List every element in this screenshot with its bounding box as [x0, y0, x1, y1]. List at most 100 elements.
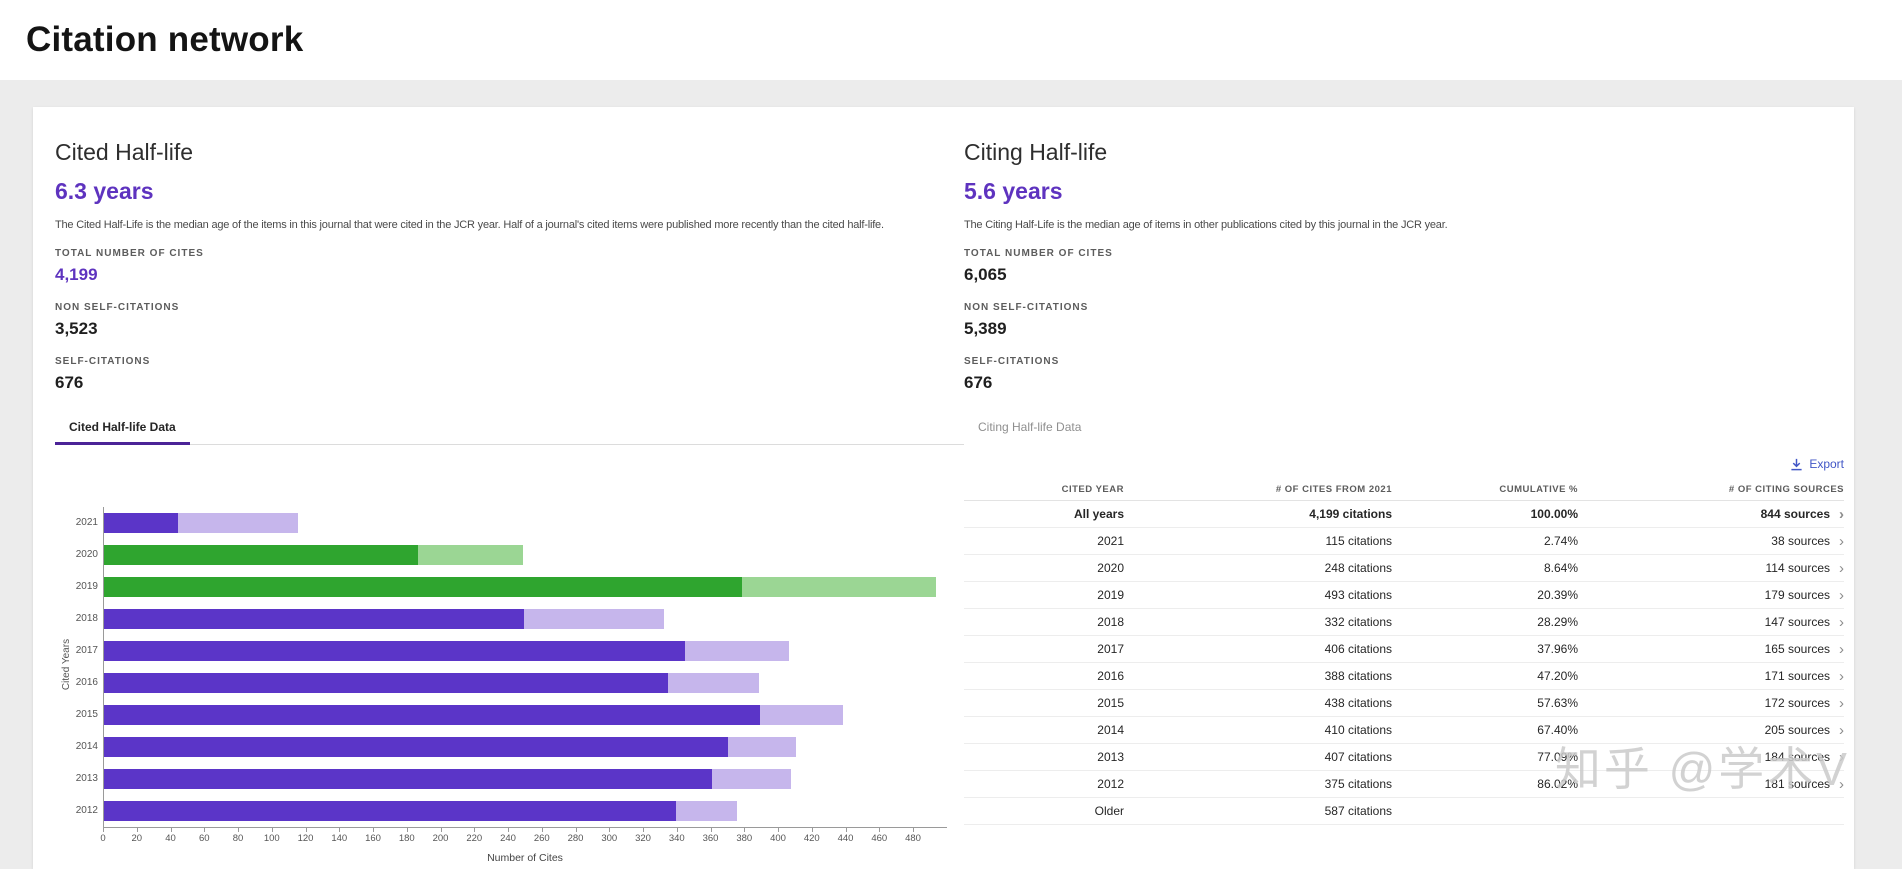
chart-x-tick-label: 40 [165, 833, 176, 844]
cell-cites: 375 citations [1324, 777, 1392, 791]
bar-segment-light [760, 705, 844, 725]
chart-x-tick-label: 440 [837, 833, 854, 844]
sources-link[interactable]: 114 sources [1765, 561, 1830, 575]
non-self-citations-label: NON SELF-CITATIONS [55, 302, 180, 313]
bar-segment-main [104, 801, 677, 821]
table-row[interactable]: 2020 248 citations 8.64% 114 sources › [964, 555, 1844, 582]
cell-cites: 4,199 citations [1309, 507, 1392, 521]
sources-link[interactable]: 172 sources [1764, 696, 1830, 710]
chart-x-tick-label: 20 [131, 833, 143, 844]
tab-citing-half-life-data[interactable]: Citing Half-life Data [978, 420, 1082, 434]
total-cites-label: TOTAL NUMBER OF CITES [964, 248, 1113, 259]
chart-tick-mark [271, 828, 273, 832]
page-header: Citation network [0, 0, 1902, 80]
bar-segment-main [104, 513, 179, 533]
cell-citing-sources: 171 sources › [1578, 669, 1844, 684]
cell-cumulative: 2.74% [1543, 534, 1578, 548]
sources-link[interactable]: 205 sources [1764, 723, 1830, 737]
chart-x-tick-label: 420 [803, 833, 820, 844]
chart-x-tick-label: 100 [263, 833, 280, 844]
chart-x-tick-label: 340 [668, 833, 685, 844]
chart-xticks: 0 20 40 60 80 100 120 140 160 180 200 220 240 260 280 3… [100, 828, 947, 846]
chart-tick-mark [845, 828, 847, 832]
content-row: Cited Years 2021 2020 2019 2018 2017 2016 2015… [55, 479, 1844, 864]
chart-tick-mark [710, 828, 712, 832]
chevron-right-icon: › [1839, 694, 1844, 712]
sources-link[interactable]: 184 sources [1764, 750, 1830, 764]
chart-tick-mark [609, 828, 611, 832]
non-self-citations-value: 3,523 [55, 319, 98, 338]
chart-x-tick-label: 360 [702, 833, 719, 844]
chart-tick-mark [440, 828, 442, 832]
table-row[interactable]: Older 587 citations [964, 798, 1844, 825]
total-cites-value[interactable]: 4,199 [55, 265, 98, 284]
chart-bar-row: 2018 [76, 603, 947, 635]
chart-x-tick-label: 0 [100, 833, 106, 844]
cited-self-citations-stat: SELF-CITATIONS 676 [55, 356, 964, 393]
chart-bar-row: 2012 [76, 795, 947, 827]
sources-link[interactable]: 844 sources [1760, 507, 1830, 521]
chart-bar-row: 2015 [76, 699, 947, 731]
col-header-citing-sources: # OF CITING SOURCES [1728, 484, 1844, 495]
sources-link[interactable]: 147 sources [1764, 615, 1830, 629]
cell-cumulative: 67.40% [1537, 723, 1578, 737]
chart-tick-mark [238, 828, 239, 832]
cell-cites: 388 citations [1324, 669, 1392, 683]
table-row[interactable]: 2021 115 citations 2.74% 38 sources › [964, 528, 1844, 555]
sources-link[interactable]: 179 sources [1764, 588, 1830, 602]
citing-tab-bar: Citing Half-life Data [964, 411, 1844, 445]
sources-link[interactable]: 171 sources [1764, 669, 1830, 683]
cell-citing-sources: 179 sources › [1578, 588, 1844, 603]
table-row[interactable]: 2017 406 citations 37.96% 165 sources › [964, 636, 1844, 663]
chart-tick-mark [305, 828, 307, 832]
table-row[interactable]: 2014 410 citations 67.40% 205 sources › [964, 717, 1844, 744]
self-citations-value: 676 [55, 373, 84, 392]
chart-year-tick-label: 2012 [75, 805, 98, 816]
cell-citing-sources: 844 sources › [1578, 507, 1844, 522]
col-header-cumulative-percent: CUMULATIVE % [1499, 484, 1578, 495]
chevron-right-icon: › [1839, 532, 1844, 550]
chevron-right-icon: › [1839, 721, 1844, 739]
sources-link[interactable]: 181 sources [1764, 777, 1830, 791]
export-button[interactable]: Export [1790, 453, 1844, 475]
bar-segment-main [104, 737, 729, 757]
chart-year-tick-label: 2016 [75, 677, 98, 688]
chart-year-tick-label: 2014 [75, 741, 98, 752]
cell-citing-sources: 205 sources › [1578, 723, 1844, 738]
table-row[interactable]: 2013 407 citations 77.09% 184 sources › [964, 744, 1844, 771]
bar-segment-main [104, 609, 525, 629]
table-row[interactable]: 2012 375 citations 86.02% 181 sources › [964, 771, 1844, 798]
cell-cites: 115 citations [1325, 534, 1393, 548]
bar-segment-main [104, 769, 712, 789]
page-title: Citation network [26, 20, 304, 59]
table-row[interactable]: 2019 493 citations 20.39% 179 sources › [964, 582, 1844, 609]
table-row[interactable]: All years 4,199 citations 100.00% 844 sourc… [964, 501, 1844, 528]
chart-tick-mark [913, 828, 914, 832]
citing-non-self-citations-stat: NON SELF-CITATIONS 5,389 [964, 302, 1844, 339]
cell-cited-year: Older [1094, 804, 1124, 818]
chart-tick-mark [103, 828, 104, 832]
chart-plot: 2021 2020 2019 2018 2017 2016 2015 2014 2013 2012 [76, 507, 947, 828]
tab-cited-half-life-data[interactable]: Cited Half-life Data [55, 411, 190, 445]
bar-segment-main [104, 673, 668, 693]
chevron-right-icon: › [1839, 667, 1844, 685]
export-row: Export [55, 453, 1844, 475]
col-header-cited-year: CITED YEAR [1061, 484, 1124, 495]
cell-cumulative: 37.96% [1537, 642, 1578, 656]
sources-link[interactable]: 165 sources [1764, 642, 1830, 656]
bar-segment-main [104, 577, 742, 597]
citing-self-citations-stat: SELF-CITATIONS 676 [964, 356, 1844, 393]
cell-cited-year: 2013 [1097, 750, 1124, 764]
table-row[interactable]: 2015 438 citations 57.63% 172 sources › [964, 690, 1844, 717]
chart-bar-row: 2013 [76, 763, 947, 795]
non-self-citations-value: 5,389 [964, 319, 1007, 338]
chart-tick-mark [811, 828, 813, 832]
sources-link[interactable]: 38 sources [1771, 534, 1830, 548]
chevron-right-icon: › [1839, 748, 1844, 766]
chart-bar-row: 2014 [76, 731, 947, 763]
cited-half-life-title: Cited Half-life [55, 139, 194, 165]
chart-tick-mark [204, 828, 206, 832]
chart-x-tick-label: 220 [466, 833, 483, 844]
table-row[interactable]: 2018 332 citations 28.29% 147 sources › [964, 609, 1844, 636]
table-row[interactable]: 2016 388 citations 47.20% 171 sources › [964, 663, 1844, 690]
